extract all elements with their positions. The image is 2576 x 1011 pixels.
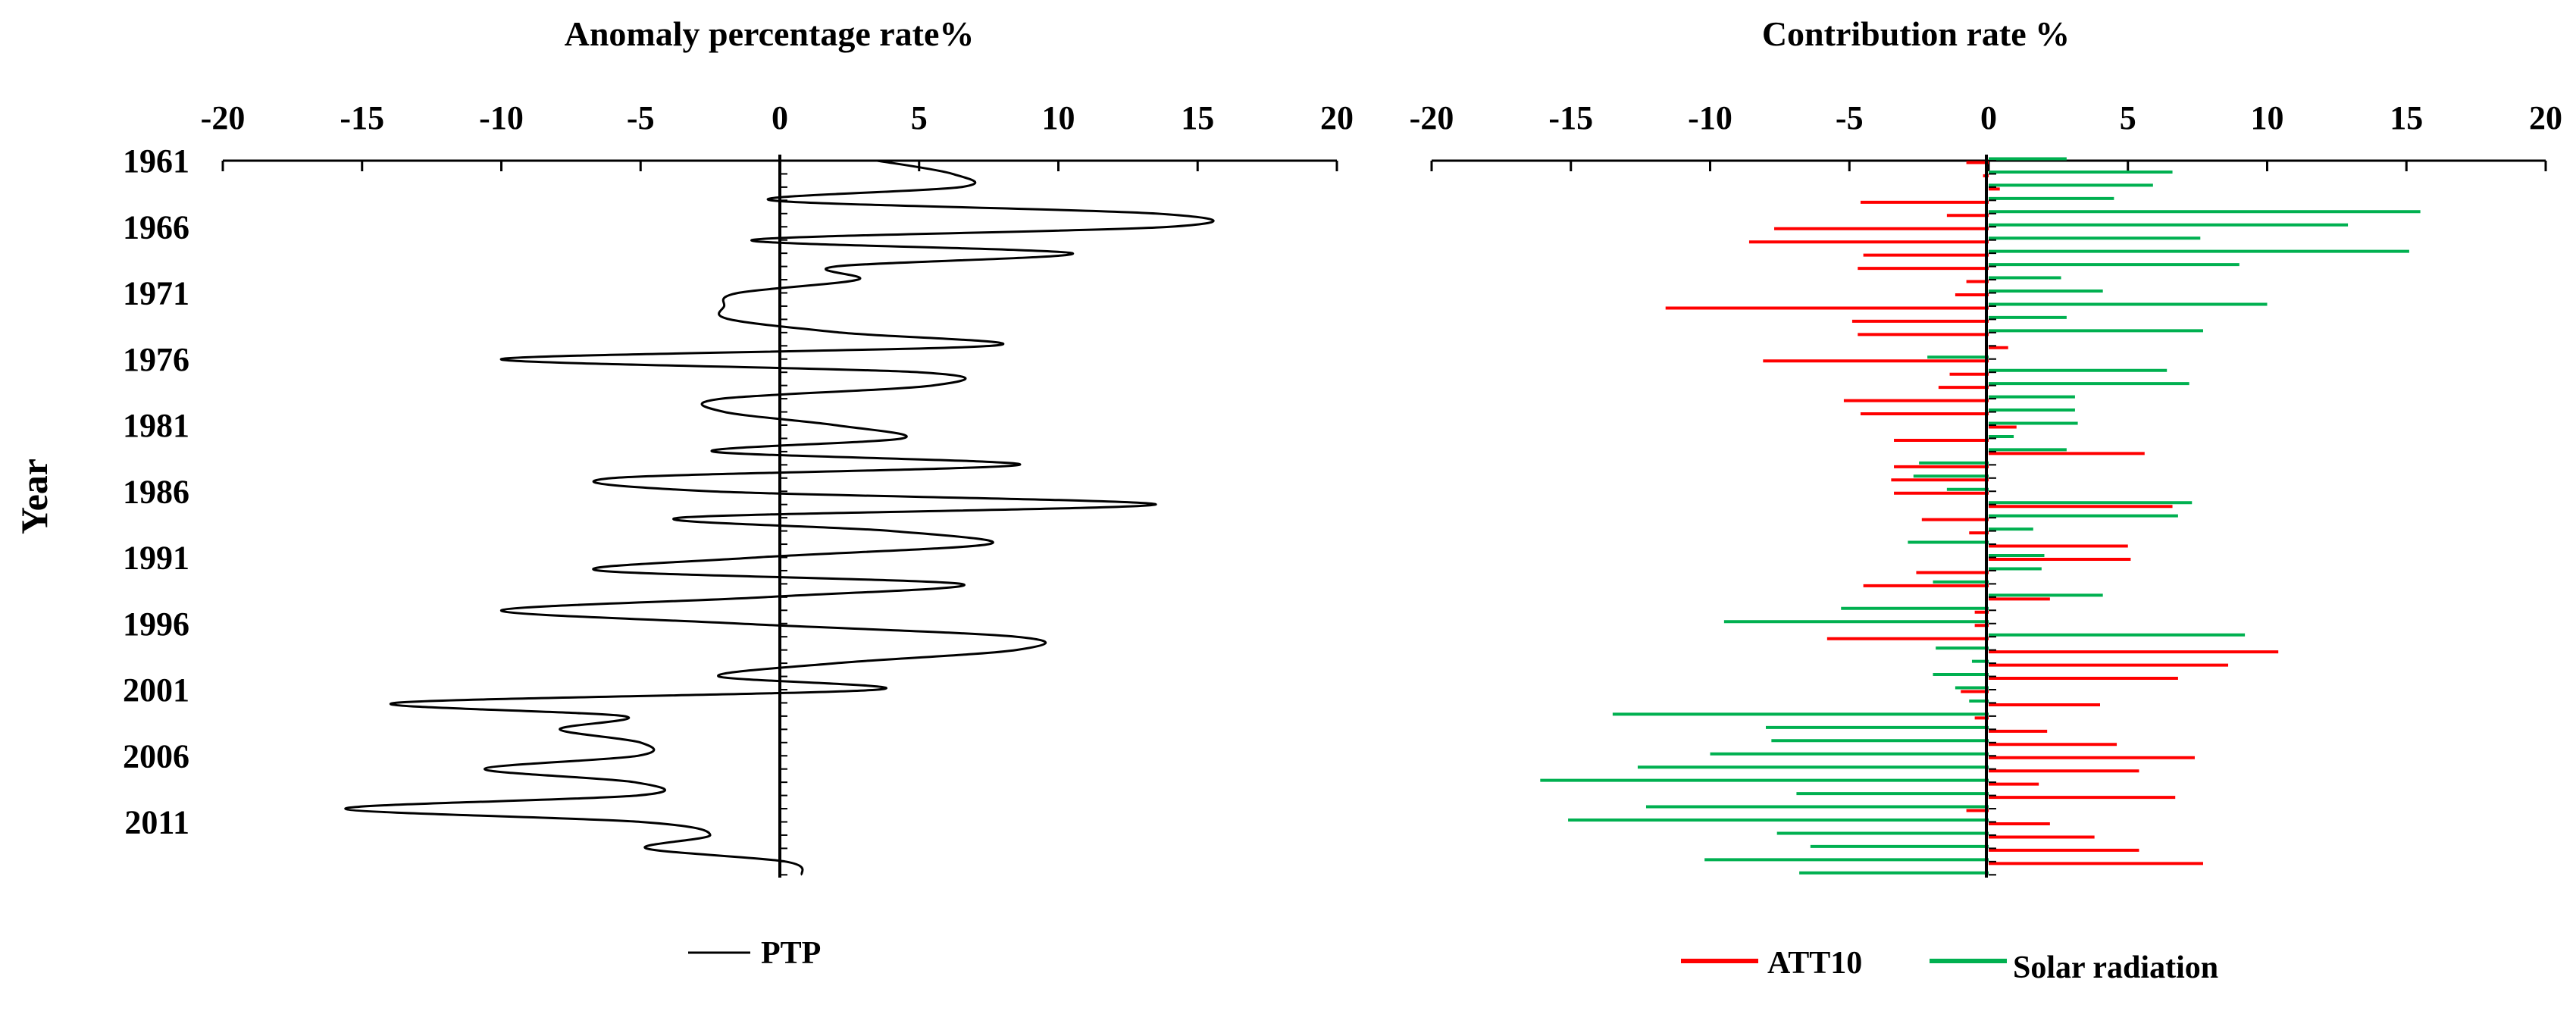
left-x-tick-label-neg5: -5 — [627, 99, 655, 136]
right-x-tick-label-neg20: -20 — [1410, 99, 1454, 136]
y-tick-label-1981: 1981 — [123, 407, 189, 444]
right-x-tick-label-15: 15 — [2390, 99, 2423, 136]
legend-label-ptp: PTP — [761, 936, 821, 971]
left-x-tick-label-20: 20 — [1320, 99, 1354, 136]
y-tick-label-1986: 1986 — [123, 473, 189, 510]
left-x-tick-label-neg20: -20 — [201, 99, 246, 136]
left-x-tick-label-10: 10 — [1042, 99, 1075, 136]
left-y-ticks: 1961 1966 1971 1976 1981 1986 1991 1996 2001 2006… — [123, 142, 189, 841]
y-tick-label-2011: 2011 — [124, 804, 189, 841]
right-x-tick-label-neg15: -15 — [1548, 99, 1593, 136]
legend-att10: ATT10 — [1681, 946, 1862, 981]
y-tick-label-1996: 1996 — [123, 606, 189, 643]
right-bars — [1540, 157, 2421, 875]
left-x-tick-label-5: 5 — [911, 99, 928, 136]
right-x-tick-label-20: 20 — [2529, 99, 2562, 136]
right-x-ticks: -20 -15 -10 -5 0 5 10 15 20 — [1410, 99, 2562, 171]
right-x-tick-label-10: 10 — [2251, 99, 2284, 136]
y-tick-label-2001: 2001 — [123, 671, 189, 709]
legend-label-solar-radiation: Solar radiation — [2013, 950, 2218, 985]
left-x-ticks: -20 -15 -10 -5 0 5 10 15 20 — [201, 99, 1354, 171]
y-tick-label-1966: 1966 — [123, 208, 189, 246]
y-tick-label-1976: 1976 — [123, 341, 189, 378]
left-chart-title: Anomaly percentage rate% — [565, 14, 975, 53]
y-tick-label-2006: 2006 — [123, 737, 189, 775]
y-tick-label-1991: 1991 — [123, 540, 189, 577]
left-chart: Anomaly percentage rate% -20 -15 -10 -5 0 5 10… — [13, 14, 1354, 971]
right-x-tick-label-0: 0 — [1980, 99, 1997, 136]
right-minor-ticks — [1989, 160, 1996, 876]
y-tick-label-1971: 1971 — [123, 275, 189, 312]
legend-label-att10: ATT10 — [1767, 946, 1862, 981]
right-x-tick-label-neg10: -10 — [1688, 99, 1732, 136]
right-x-tick-label-5: 5 — [2120, 99, 2136, 136]
left-x-tick-label-neg15: -15 — [340, 99, 384, 136]
left-x-tick-label-0: 0 — [772, 99, 788, 136]
right-chart: Contribution rate % -20 -15 -10 -5 0 5 10 15 20 … — [1410, 14, 2562, 985]
legend-solar-radiation: Solar radiation — [1930, 950, 2218, 985]
right-chart-title: Contribution rate % — [1762, 14, 2070, 53]
y-tick-label-1961: 1961 — [123, 142, 189, 180]
series-line-ptp — [344, 159, 1215, 876]
left-x-tick-label-15: 15 — [1181, 99, 1214, 136]
legend-ptp: PTP — [688, 936, 821, 971]
left-x-tick-label-neg10: -10 — [479, 99, 524, 136]
right-x-tick-label-neg5: -5 — [1836, 99, 1864, 136]
y-axis-label: Year — [13, 459, 55, 534]
